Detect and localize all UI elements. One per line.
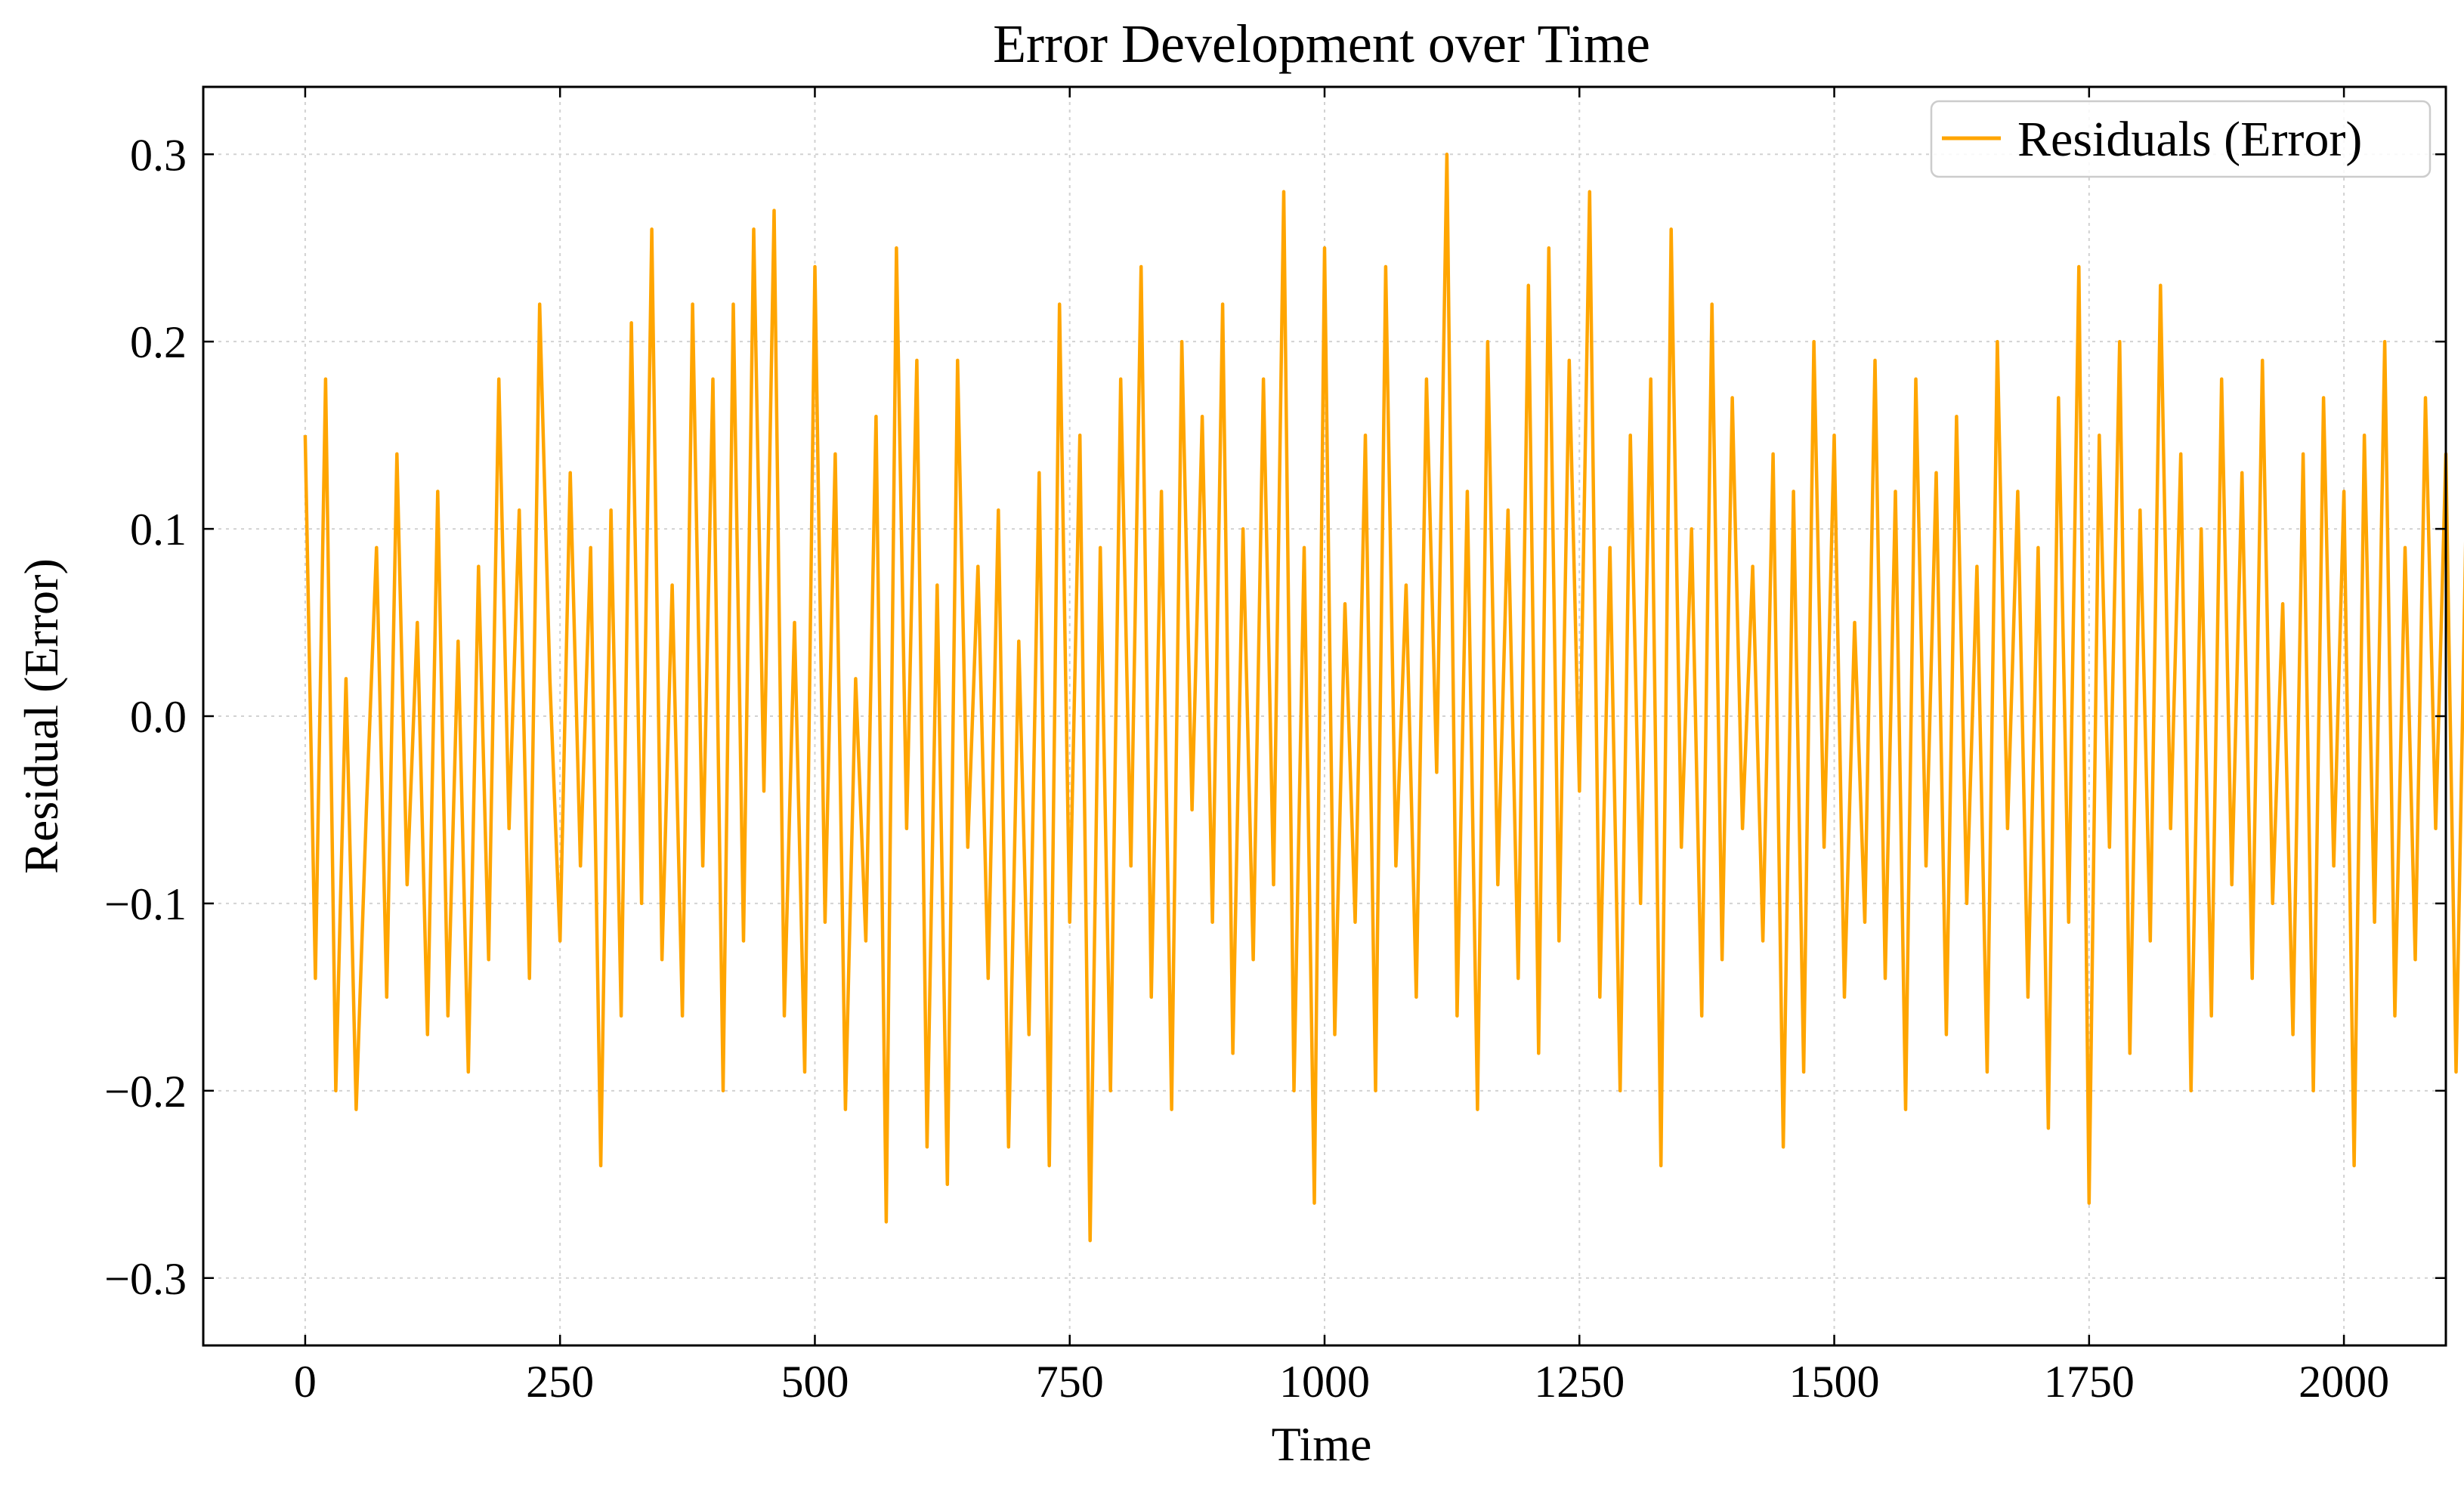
chart-title: Error Development over Time xyxy=(993,14,1650,74)
legend-label-residuals: Residuals (Error) xyxy=(2017,112,2362,167)
y-tick-label: 0.0 xyxy=(130,692,187,742)
y-tick-label: −0.2 xyxy=(104,1067,187,1117)
y-tick-label: 0.1 xyxy=(130,505,187,554)
x-tick-label: 2000 xyxy=(2299,1357,2389,1407)
series-line-residuals xyxy=(303,153,2464,1243)
y-tick-label: −0.3 xyxy=(104,1254,187,1304)
plot-frame xyxy=(202,85,2447,1347)
y-tick-label: −0.1 xyxy=(104,879,187,929)
x-tick-label: 250 xyxy=(526,1357,594,1407)
x-tick-label: 0 xyxy=(294,1357,317,1407)
x-tick-label: 750 xyxy=(1036,1357,1104,1407)
x-axis-label: Time xyxy=(1272,1417,1372,1471)
legend-frame xyxy=(1930,100,2432,178)
y-tick-label: 0.3 xyxy=(130,130,187,180)
x-tick-label: 1000 xyxy=(1279,1357,1370,1407)
y-axis-label: Residual (Error) xyxy=(14,558,68,874)
x-tick-label: 1500 xyxy=(1789,1357,1880,1407)
x-tick-label: 1750 xyxy=(2044,1357,2135,1407)
series-layer xyxy=(303,153,2464,1243)
x-tick-label: 1250 xyxy=(1534,1357,1625,1407)
axis-ticks: 0 250 500 750 1000 1250 1500 1750 2000 0.3 0.2 0.1 0… xyxy=(104,87,2446,1407)
x-tick-label: 500 xyxy=(781,1357,849,1407)
y-tick-label: 0.2 xyxy=(130,317,187,367)
legend: Residuals (Error) xyxy=(1930,100,2432,178)
